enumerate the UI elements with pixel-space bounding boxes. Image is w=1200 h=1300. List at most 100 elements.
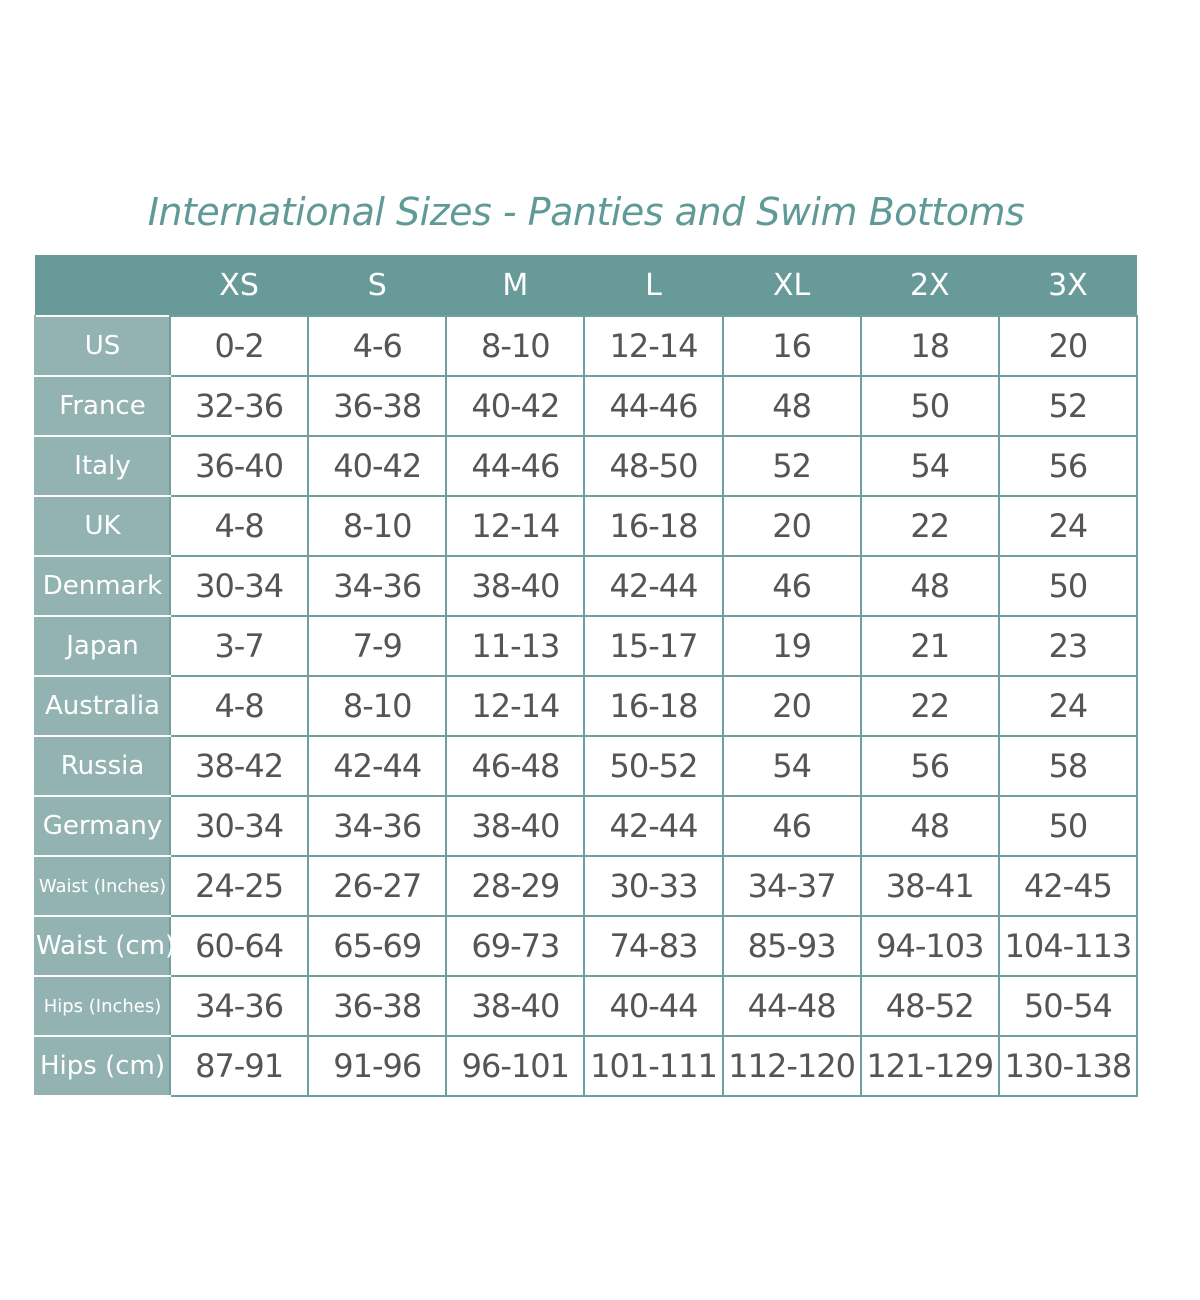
table-row: Australia 4-8 8-10 12-14 16-18 20 22 24 <box>34 675 1139 737</box>
size-cell: 18 <box>859 315 1000 377</box>
size-cell: 65-69 <box>307 915 448 977</box>
size-cell: 52 <box>997 375 1139 437</box>
size-cell: 40-42 <box>445 375 586 437</box>
size-cell: 38-42 <box>168 735 310 797</box>
table-row: Germany 30-34 34-36 38-40 42-44 46 48 50 <box>34 795 1139 857</box>
row-label: Waist (cm) <box>34 915 175 977</box>
size-cell: 34-36 <box>168 975 310 1037</box>
row-label: UK <box>34 495 171 557</box>
size-cell: 38-40 <box>445 555 586 617</box>
size-cell: 54 <box>721 735 862 797</box>
size-cell: 4-8 <box>168 495 310 557</box>
size-cell: 130-138 <box>997 1035 1139 1097</box>
size-cell: 22 <box>859 495 1000 557</box>
size-cell: 56 <box>997 435 1139 497</box>
row-label: Denmark <box>34 555 171 617</box>
table-row: Japan 3-7 7-9 11-13 15-17 19 21 23 <box>34 615 1139 677</box>
size-cell: 32-36 <box>168 375 310 437</box>
row-label: Germany <box>34 795 171 857</box>
size-cell: 96-101 <box>445 1035 586 1097</box>
row-label: Hips (Inches) <box>34 975 171 1037</box>
size-cell: 48 <box>859 795 1000 857</box>
size-cell: 44-46 <box>583 375 724 437</box>
size-cell: 36-38 <box>307 375 448 437</box>
size-cell: 30-34 <box>168 555 310 617</box>
header-row: XS S M L XL 2X 3X <box>35 255 1137 316</box>
size-table: XS S M L XL 2X 3X US 0-2 4-6 8-10 12-14 16 18 20 Franc… <box>34 255 1139 1097</box>
size-cell: 7-9 <box>307 615 448 677</box>
size-cell: 24-25 <box>168 855 310 917</box>
size-cell: 50-52 <box>583 735 724 797</box>
size-cell: 69-73 <box>445 915 586 977</box>
size-cell: 20 <box>721 675 862 737</box>
size-cell: 20 <box>721 495 862 557</box>
header-corner <box>35 255 170 316</box>
column-header: 2X <box>860 255 999 316</box>
column-header: 3X <box>998 255 1137 316</box>
size-cell: 30-33 <box>583 855 724 917</box>
size-cell: 19 <box>721 615 862 677</box>
size-cell: 16-18 <box>583 495 724 557</box>
column-header: L <box>584 255 723 316</box>
size-cell: 4-8 <box>168 675 310 737</box>
size-cell: 34-36 <box>307 795 448 857</box>
column-header: XL <box>722 255 861 316</box>
size-cell: 16-18 <box>583 675 724 737</box>
column-header: M <box>446 255 585 316</box>
row-label: Italy <box>34 435 171 497</box>
size-cell: 3-7 <box>168 615 310 677</box>
size-cell: 101-111 <box>583 1035 724 1097</box>
size-cell: 50 <box>997 795 1139 857</box>
table-row: Waist (Inches) 24-25 26-27 28-29 30-33 34-37 3… <box>34 855 1139 917</box>
table-row: Hips (cm) 87-91 91-96 96-101 101-111 112-120 1… <box>34 1035 1139 1097</box>
row-label: Japan <box>34 615 171 677</box>
size-cell: 8-10 <box>307 495 448 557</box>
size-cell: 40-42 <box>307 435 448 497</box>
size-cell: 112-120 <box>721 1035 862 1097</box>
table-row: Hips (Inches) 34-36 36-38 38-40 40-44 44-48 48… <box>34 975 1139 1037</box>
size-cell: 34-36 <box>307 555 448 617</box>
size-cell: 15-17 <box>583 615 724 677</box>
row-label: France <box>34 375 171 437</box>
column-header: S <box>308 255 447 316</box>
table-row: US 0-2 4-6 8-10 12-14 16 18 20 <box>34 315 1139 377</box>
size-cell: 24 <box>997 495 1139 557</box>
size-cell: 91-96 <box>307 1035 448 1097</box>
size-cell: 38-41 <box>859 855 1000 917</box>
table-row: Denmark 30-34 34-36 38-40 42-44 46 48 50 <box>34 555 1139 617</box>
size-cell: 60-64 <box>168 915 310 977</box>
size-cell: 44-46 <box>445 435 586 497</box>
size-cell: 74-83 <box>583 915 724 977</box>
size-cell: 42-44 <box>307 735 448 797</box>
size-cell: 52 <box>721 435 862 497</box>
size-cell: 26-27 <box>307 855 448 917</box>
size-cell: 24 <box>997 675 1139 737</box>
size-cell: 23 <box>997 615 1139 677</box>
size-cell: 16 <box>721 315 862 377</box>
row-label: US <box>34 315 171 377</box>
size-cell: 48-52 <box>859 975 1000 1037</box>
size-cell: 36-40 <box>168 435 310 497</box>
size-cell: 42-45 <box>997 855 1139 917</box>
row-label: Hips (cm) <box>34 1035 171 1097</box>
size-cell: 94-103 <box>859 915 1000 977</box>
size-cell: 38-40 <box>445 975 586 1037</box>
size-cell: 50 <box>859 375 1000 437</box>
size-cell: 54 <box>859 435 1000 497</box>
size-cell: 121-129 <box>859 1035 1000 1097</box>
table-row: France 32-36 36-38 40-42 44-46 48 50 52 <box>34 375 1139 437</box>
size-cell: 44-48 <box>721 975 862 1037</box>
size-cell: 56 <box>859 735 1000 797</box>
size-cell: 48-50 <box>583 435 724 497</box>
table-row: Waist (cm) 60-64 65-69 69-73 74-83 85-93 94-10… <box>34 915 1139 977</box>
size-cell: 38-40 <box>445 795 586 857</box>
table-row: UK 4-8 8-10 12-14 16-18 20 22 24 <box>34 495 1139 557</box>
size-cell: 46 <box>721 555 862 617</box>
size-cell: 104-113 <box>997 915 1139 977</box>
size-cell: 58 <box>997 735 1139 797</box>
size-cell: 12-14 <box>445 495 586 557</box>
row-label: Australia <box>34 675 171 737</box>
size-cell: 12-14 <box>583 315 724 377</box>
size-cell: 50 <box>997 555 1139 617</box>
table-row: Russia 38-42 42-44 46-48 50-52 54 56 58 <box>34 735 1139 797</box>
